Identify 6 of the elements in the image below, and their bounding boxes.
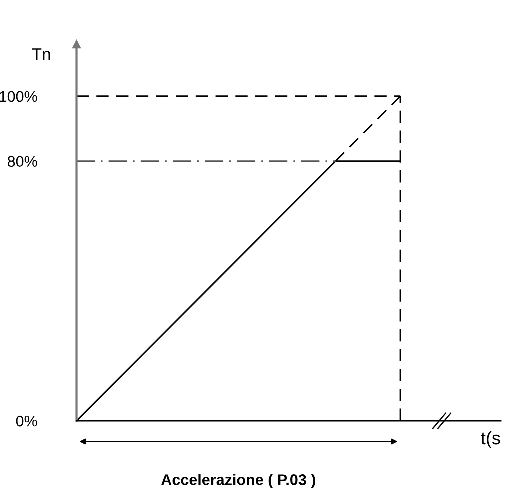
text: Accelerazione ( P.03 ): [161, 474, 316, 488]
x-axis-title: t(s: [481, 431, 500, 448]
y-tick-label: 100%: [0, 91, 38, 102]
y-axis-title: Tn: [32, 48, 50, 60]
y-tick-label: 0%: [16, 416, 38, 427]
y-tick-label: 80%: [8, 156, 38, 168]
